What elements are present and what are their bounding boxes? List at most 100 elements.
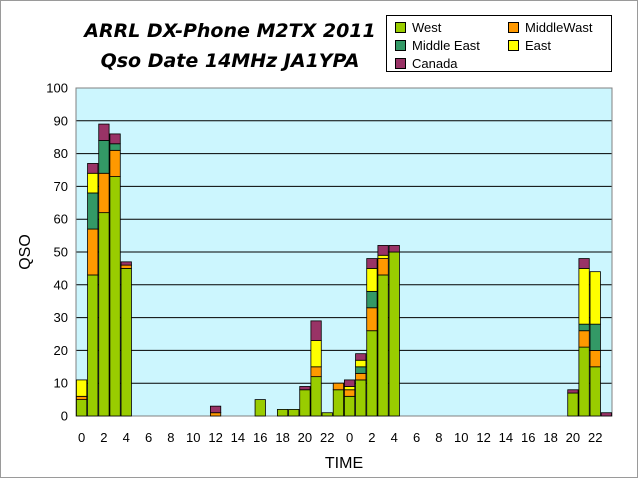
bar-segment-west bbox=[388, 251, 400, 417]
bar-segment-west bbox=[276, 409, 289, 417]
bar-segment-west bbox=[343, 395, 356, 417]
bar-segment-canada bbox=[388, 245, 400, 253]
bar-segment-middlewast bbox=[589, 349, 601, 368]
bar-segment-canada bbox=[578, 258, 590, 269]
x-tick-label: 12 bbox=[208, 430, 222, 445]
x-tick-label: 6 bbox=[413, 430, 420, 445]
bar-segment-middlewast bbox=[366, 307, 378, 332]
bar-segment-middlewast bbox=[87, 228, 99, 276]
bar-segment-east bbox=[366, 267, 378, 292]
legend-item-east: East bbox=[508, 39, 551, 53]
y-tick-label: 40 bbox=[54, 277, 68, 292]
legend-item-middle-east: Middle East bbox=[395, 39, 480, 53]
bar-segment-middle-east bbox=[578, 323, 590, 332]
x-tick-label: 2 bbox=[368, 430, 375, 445]
bar-segment-east bbox=[75, 379, 88, 397]
bar-segment-canada bbox=[343, 379, 356, 387]
bar-segment-canada bbox=[366, 258, 378, 269]
x-tick-label: 2 bbox=[100, 430, 107, 445]
bar-segment-middlewast bbox=[109, 149, 121, 177]
x-tick-label: 8 bbox=[435, 430, 442, 445]
bar-segment-middlewast bbox=[377, 258, 389, 276]
bar-segment-canada bbox=[355, 353, 367, 361]
bar-segment-middlewast bbox=[98, 172, 110, 214]
bar-segment-middlewast bbox=[209, 412, 222, 417]
legend-swatch-canada bbox=[395, 58, 406, 69]
bar-segment-west bbox=[75, 399, 88, 417]
x-tick-label: 16 bbox=[253, 430, 267, 445]
y-tick-label: 20 bbox=[54, 343, 68, 358]
x-tick-label: 12 bbox=[476, 430, 490, 445]
x-tick-label: 0 bbox=[346, 430, 353, 445]
bar-segment-middlewast bbox=[310, 366, 322, 378]
bar-segment-canada bbox=[377, 245, 389, 256]
y-tick-label: 10 bbox=[54, 376, 68, 391]
y-tick-label: 80 bbox=[54, 146, 68, 161]
bar-segment-canada bbox=[209, 405, 222, 414]
bar-segment-canada bbox=[109, 133, 121, 145]
bar-segment-west bbox=[567, 392, 579, 417]
y-tick-label: 50 bbox=[54, 245, 68, 260]
bar-segment-west bbox=[578, 346, 590, 417]
bar-segment-canada bbox=[299, 386, 311, 391]
bar-segment-canada bbox=[567, 389, 579, 394]
bar-segment-west bbox=[109, 176, 121, 417]
bar-segment-west bbox=[288, 409, 300, 417]
bar-segment-east bbox=[343, 386, 356, 391]
bar-segment-canada bbox=[310, 320, 322, 341]
chart-title-line-1: ARRL DX-Phone M2TX 2011 bbox=[84, 20, 376, 42]
bar-segment-middlewast bbox=[75, 395, 88, 401]
bar-segment-middle-east bbox=[109, 143, 121, 151]
legend-label-middle-east: Middle East bbox=[412, 38, 480, 53]
bar-segment-west bbox=[120, 267, 132, 417]
bar-segment-middle-east bbox=[98, 140, 110, 174]
bar-segment-middle-east bbox=[589, 323, 601, 351]
bar-segment-middlewast bbox=[120, 264, 132, 269]
legend-label-east: East bbox=[525, 38, 552, 53]
bar-segment-west bbox=[355, 379, 367, 417]
x-tick-label: 10 bbox=[186, 430, 200, 445]
x-tick-label: 20 bbox=[298, 430, 312, 445]
y-tick-label: 70 bbox=[54, 179, 68, 194]
x-tick-label: 8 bbox=[167, 430, 174, 445]
bar-segment-west bbox=[87, 274, 99, 417]
x-tick-label: 16 bbox=[521, 430, 535, 445]
legend-item-west: West bbox=[395, 21, 441, 35]
legend: West MiddleWast Middle East East Canada bbox=[386, 15, 612, 72]
bar-segment-west bbox=[377, 274, 389, 417]
bar-segment-west bbox=[254, 399, 266, 417]
bar-segment-east bbox=[578, 267, 590, 325]
x-tick-label: 20 bbox=[566, 430, 580, 445]
bar-segment-east bbox=[377, 254, 389, 259]
legend-swatch-west bbox=[395, 22, 406, 33]
x-tick-label: 18 bbox=[275, 430, 289, 445]
x-tick-label: 22 bbox=[320, 430, 334, 445]
bar-segment-canada bbox=[120, 261, 132, 266]
bar-segment-east bbox=[589, 271, 601, 325]
legend-label-west: West bbox=[412, 20, 442, 35]
bar-segment-canada bbox=[98, 123, 110, 141]
y-axis-title: QSO bbox=[17, 234, 34, 270]
x-tick-label: 10 bbox=[454, 430, 468, 445]
legend-label-canada: Canada bbox=[412, 56, 458, 71]
legend-item-middlewast: MiddleWast bbox=[508, 21, 592, 35]
bar-segment-west bbox=[589, 366, 601, 417]
x-tick-label: 18 bbox=[543, 430, 557, 445]
y-tick-label: 90 bbox=[54, 113, 68, 128]
bar-segment-west bbox=[366, 330, 378, 417]
legend-label-middlewast: MiddleWast bbox=[525, 20, 593, 35]
x-tick-label: 6 bbox=[145, 430, 152, 445]
legend-swatch-east bbox=[508, 40, 519, 51]
bar-segment-west bbox=[332, 389, 345, 417]
bar-segment-canada bbox=[87, 163, 99, 174]
bar-segment-middle-east bbox=[87, 192, 99, 230]
y-tick-label: 30 bbox=[54, 310, 68, 325]
legend-swatch-middlewast bbox=[508, 22, 519, 33]
x-axis-title: TIME bbox=[325, 455, 363, 472]
bar-segment-west bbox=[299, 389, 311, 417]
chart-title-line-2: Qso Date 14MHz JA1YPA bbox=[100, 50, 360, 72]
legend-swatch-middle-east bbox=[395, 40, 406, 51]
y-tick-label: 0 bbox=[61, 409, 68, 424]
